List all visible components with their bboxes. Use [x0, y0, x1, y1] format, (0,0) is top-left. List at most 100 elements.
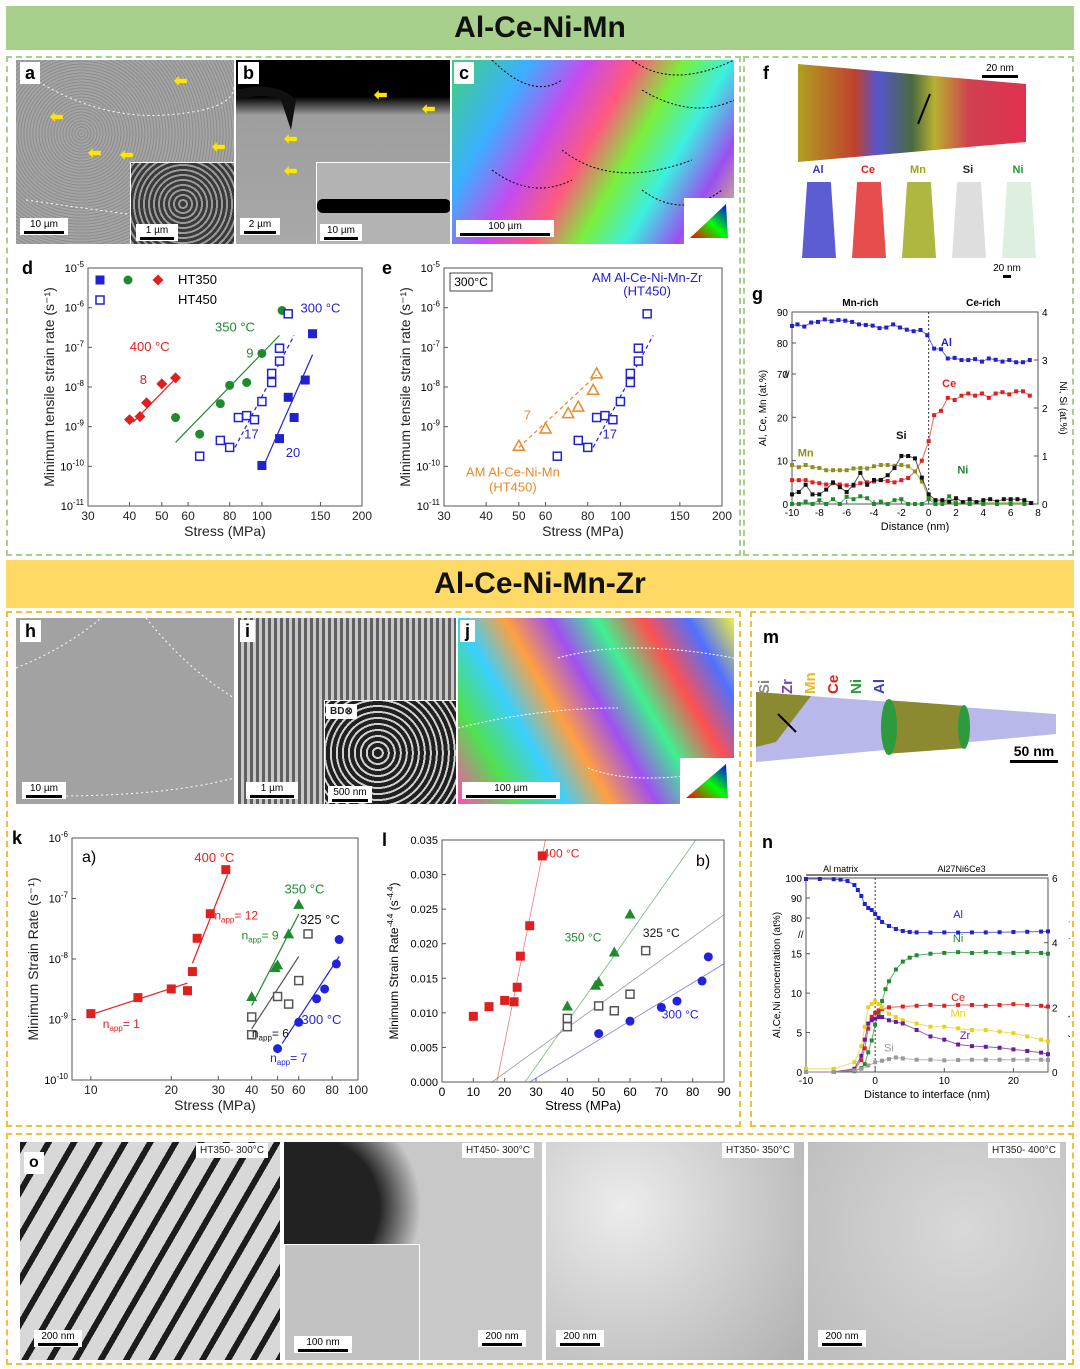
section-box-zr-right: [750, 611, 1074, 1127]
data-point: [966, 358, 971, 363]
x-tick-label: 50: [592, 1085, 606, 1099]
data-point: [969, 950, 974, 955]
annotation: 8: [140, 372, 147, 387]
legend-marker: [95, 275, 105, 285]
y-right-tick-label: 0: [1052, 1068, 1058, 1079]
data-point: [312, 994, 322, 1004]
sem-image-h: [16, 618, 234, 804]
x-tick-label: -6: [842, 508, 851, 519]
data-point: [900, 959, 905, 964]
data-point: [824, 482, 829, 487]
data-point: [824, 502, 829, 506]
data-point: [552, 451, 563, 461]
data-point: [303, 929, 313, 939]
data-point: [831, 480, 835, 485]
data-point: [866, 1050, 871, 1055]
arrow-icon: ⬅: [120, 147, 134, 164]
plot-frame: [71, 837, 359, 1081]
data-point: [1011, 1047, 1016, 1052]
y-tick-label: 0.005: [410, 1042, 438, 1054]
fit-line: [524, 840, 697, 1082]
y-tick-label: 10-7: [421, 339, 441, 354]
x-axis-label: Distance to interface (nm): [864, 1089, 990, 1101]
x-tick-label: 50: [271, 1083, 285, 1097]
data-point: [855, 888, 860, 892]
data-point: [892, 480, 897, 485]
data-point: [608, 946, 620, 957]
x-tick-label: 30: [437, 509, 451, 523]
tem-tag-2: HT450- 300°C: [462, 1143, 535, 1158]
data-point: [182, 986, 192, 996]
data-point: [967, 497, 972, 502]
data-point: [1000, 359, 1005, 364]
fit-line: [518, 374, 598, 448]
chart-l: 0 10 20 30 40 50 60 70 80 90 0.000 0.005 0.010 0.015 0…: [382, 830, 731, 1113]
data-point: [858, 470, 863, 475]
chart-subtitle: a): [82, 849, 96, 866]
arrow-icon: ⬅: [50, 109, 64, 126]
data-point: [873, 1060, 878, 1065]
data-point: [802, 324, 807, 329]
sem-image-a: ⬅ ⬅ ⬅ ⬅ ⬅: [16, 60, 234, 244]
data-point: [656, 1002, 666, 1012]
data-point: [913, 469, 917, 474]
y-tick-label: 0: [796, 1068, 802, 1079]
annotation: 300 °C: [302, 1012, 342, 1027]
data-point: [886, 1011, 891, 1016]
section-box-zr-left: [6, 611, 741, 1127]
section-box-al-ce-ni-mn-right: [743, 56, 1074, 556]
data-point: [170, 372, 182, 384]
data-point: [969, 1057, 974, 1062]
x-tick-label: 40: [479, 509, 493, 523]
data-point: [900, 1021, 905, 1026]
data-point: [320, 984, 330, 994]
tem-image-2: [284, 1142, 542, 1360]
data-point: [885, 479, 890, 484]
data-point: [873, 1010, 878, 1015]
annotation: 350 °C: [284, 882, 324, 897]
data-point: [1011, 930, 1016, 934]
series-line: [791, 318, 1030, 363]
data-point: [852, 883, 857, 887]
region-label: Al27Ni6Ce3: [938, 864, 986, 874]
data-point: [283, 309, 293, 319]
data-point: [986, 356, 991, 361]
y-tick-label: 70: [777, 370, 789, 381]
arrow-icon: ⬅: [88, 145, 102, 162]
data-point: [593, 976, 605, 987]
data-point: [308, 329, 318, 339]
data-point: [892, 466, 897, 470]
tem-tag-3: HT350- 350°C: [722, 1143, 795, 1158]
scale-bar-b: 2 µm: [240, 218, 280, 235]
data-point: [859, 1058, 864, 1063]
scale-bar-c: 100 µm: [456, 220, 554, 237]
scale-bar-text: 20 nm: [986, 63, 1014, 74]
y-tick-label: 10-11: [417, 498, 441, 513]
data-point: [866, 1063, 871, 1068]
data-point: [876, 1008, 881, 1013]
x-tick-label: 100: [348, 1083, 368, 1097]
annotation: Si: [896, 430, 906, 442]
data-point: [1011, 1057, 1016, 1062]
data-point: [880, 920, 885, 924]
data-point: [866, 1026, 871, 1031]
data-point: [86, 1009, 96, 1019]
data-point: [872, 478, 876, 482]
data-point: [926, 497, 931, 502]
annotation: 400 °C: [130, 339, 170, 354]
data-point: [633, 356, 644, 366]
y-tick-label: 10-8: [65, 379, 85, 394]
x-tick-label: 50: [512, 509, 526, 523]
data-point: [257, 396, 267, 407]
data-point: [983, 1003, 988, 1008]
x-tick-label: 40: [245, 1083, 259, 1097]
data-point: [928, 1057, 933, 1062]
x-tick-label: 30: [212, 1083, 226, 1097]
data-point: [810, 480, 815, 485]
data-point: [1046, 951, 1050, 956]
annotation: Al: [941, 337, 952, 349]
data-point: [1015, 497, 1020, 502]
scale-bar-text: 1 µm: [260, 783, 284, 794]
data-point: [205, 909, 215, 919]
element-map-al: [802, 182, 836, 258]
